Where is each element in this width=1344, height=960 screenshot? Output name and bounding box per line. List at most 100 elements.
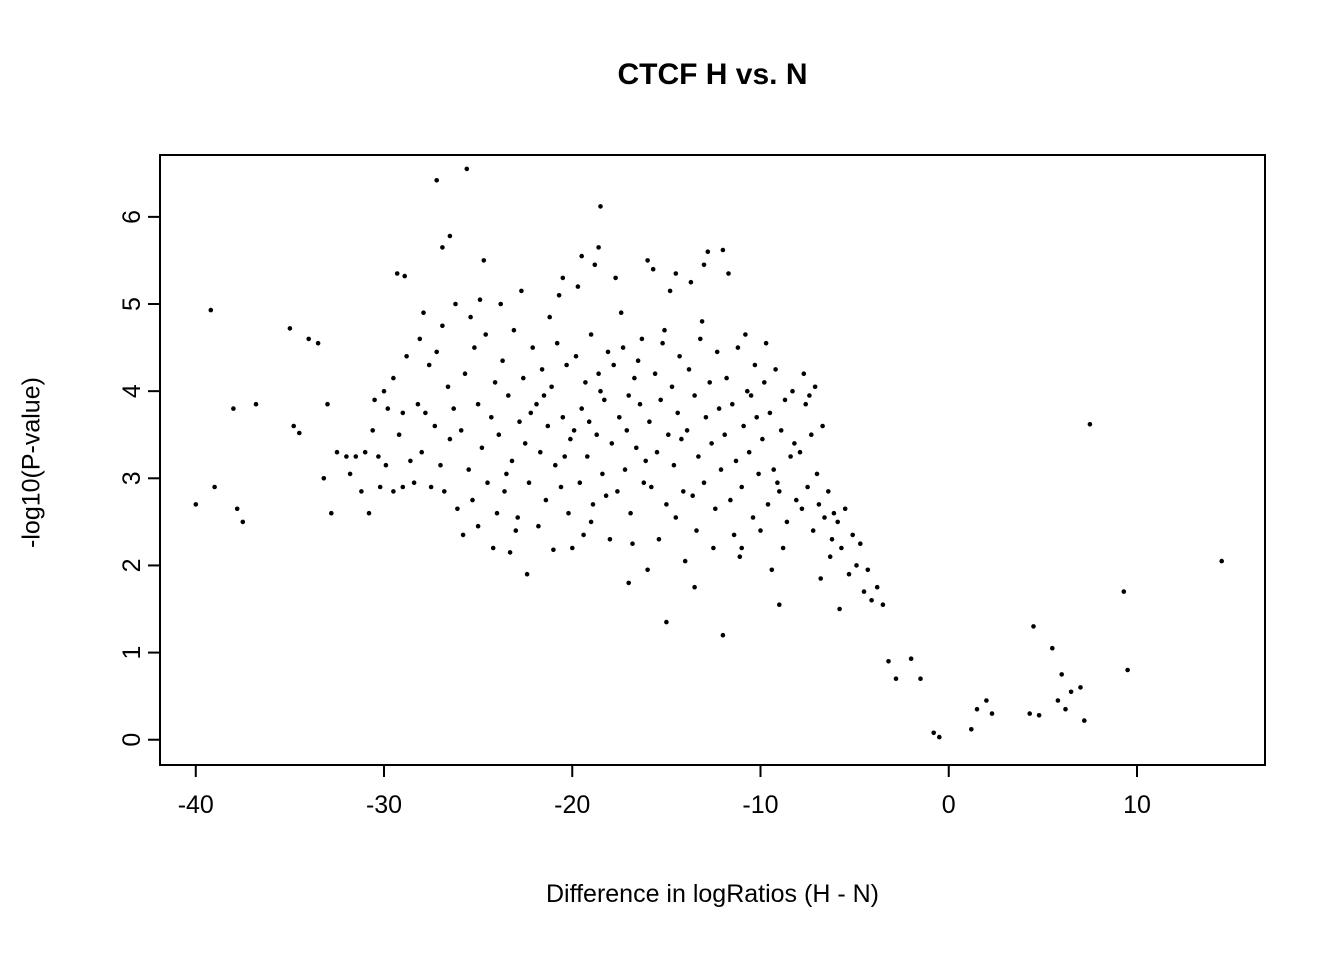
data-point [353,454,359,459]
data-point [483,332,489,337]
data-point [556,293,562,298]
data-point [658,397,663,403]
data-point [592,262,598,268]
data-point [1087,422,1093,427]
data-point [673,515,679,520]
data-point [643,458,648,464]
data-point [615,489,620,494]
data-point [517,419,522,425]
data-point [506,393,511,398]
data-point [287,326,293,331]
data-point [396,432,402,438]
data-point [805,484,810,490]
data-point [720,632,726,638]
data-point [440,323,445,329]
data-point [660,340,665,346]
data-point [598,388,603,394]
data-point [240,519,246,525]
data-point [530,345,535,350]
data-point [743,332,748,337]
data-point [831,510,837,516]
data-point [1219,558,1224,564]
data-point [605,349,611,355]
data-point [426,362,432,368]
data-point [650,266,656,272]
data-point [639,336,645,342]
data-point [504,471,509,477]
data-point [434,178,440,183]
data-point [613,275,618,281]
data-point [701,262,707,268]
data-point [816,502,822,507]
data-point [560,415,566,420]
data-point [1036,713,1042,718]
data-point [664,619,669,625]
data-point [391,375,396,381]
data-point [400,410,406,416]
data-point [359,489,364,494]
data-point [562,454,567,459]
data-point [477,297,483,303]
data-point [212,484,217,490]
data-point [792,441,797,446]
data-point [664,502,669,507]
data-point [750,515,756,520]
data-point [984,698,989,703]
data-point [726,271,731,276]
data-point [801,371,807,377]
data-point [835,519,840,525]
data-point [453,301,458,307]
data-point [705,249,711,254]
data-point [376,454,381,459]
data-point [760,436,765,442]
data-point [447,436,453,442]
data-point [777,489,782,494]
data-point [455,506,460,512]
data-point [609,441,615,446]
data-point [688,279,694,285]
data-point [865,567,871,573]
data-point [814,471,820,477]
data-point [419,449,425,455]
data-point [297,430,302,436]
data-point [306,336,312,342]
data-point [690,493,695,499]
y-tick-label: 1 [118,646,146,660]
data-point [515,515,520,520]
data-point [656,537,662,542]
data-point [470,497,475,503]
data-point [366,510,372,516]
data-point [408,458,413,464]
data-point [846,571,852,577]
data-point [782,397,788,403]
data-point [722,432,727,438]
data-point [539,367,545,372]
data-point [728,497,733,503]
data-point [502,489,507,494]
data-point [624,428,630,433]
data-point [626,580,631,586]
data-point [1082,718,1087,723]
data-point [490,545,496,551]
data-point [692,393,697,398]
data-point [524,571,530,577]
data-point [370,428,376,433]
data-point [603,493,609,499]
data-point [1063,706,1068,712]
data-point [458,428,464,433]
data-point [588,519,594,525]
y-tick-label: 4 [118,384,146,398]
data-point [554,340,560,346]
data-point [434,349,440,355]
data-point [869,598,874,603]
data-point [509,458,515,464]
data-point [778,428,784,433]
data-point [479,445,485,451]
data-point [611,362,616,368]
data-point [784,519,790,525]
data-point [714,349,720,355]
data-point [568,436,573,442]
data-point [767,410,773,416]
data-point [854,563,859,568]
data-point [632,375,637,381]
